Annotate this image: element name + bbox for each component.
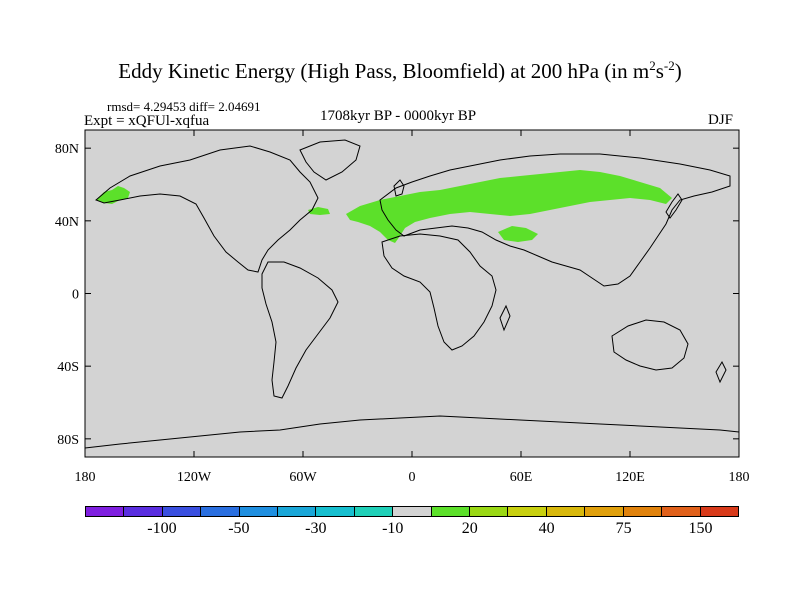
colorbar-swatch [124,507,163,516]
lat-label: 80N [55,142,79,157]
coastline-antarctica [84,415,740,449]
season-label: DJF [708,112,734,128]
coastline-australia [611,319,689,371]
lat-label: 40N [55,215,79,230]
colorbar-swatch [278,507,317,516]
colorbar-label: 40 [538,520,555,537]
coastline-greenland [299,139,361,181]
coastline-uk [393,179,405,197]
anomaly-patch-middle-east [498,226,538,242]
colorbar-label: -10 [382,520,404,537]
longitude-ticks: 180 120W 60W 0 60E 120E 180 [75,130,750,485]
colorbar-swatch [585,507,624,516]
colorbar-label: 150 [688,520,713,537]
lat-label: 80S [57,433,79,448]
coastline-north-america [95,145,319,273]
lat-label: 40S [57,360,79,375]
latitude-ticks: 80N 40N 0 40S 80S [55,142,739,448]
colorbar [85,506,739,517]
colorbar-swatch [201,507,240,516]
coastlines [84,139,740,449]
colorbar-swatch [508,507,547,516]
colorbar-swatch [662,507,701,516]
time-period-label: 1708kyr BP - 0000kyr BP [320,108,477,124]
colorbar-swatch [239,507,279,516]
coastline-south-america [261,261,339,399]
colorbar-swatch [316,507,355,516]
colorbar-label: -30 [305,520,327,537]
colorbar-swatch [700,507,738,516]
colorbar-swatch [623,507,663,516]
coastline-new-zealand [715,360,727,384]
colorbar-swatch [354,507,394,516]
lon-label: 120W [177,470,212,485]
lon-label: 120E [615,470,645,485]
colorbar-label: -100 [147,520,177,537]
lon-label: 180 [75,470,96,485]
anomaly-patch-eurasia [346,170,672,243]
colorbar-swatch [86,507,125,516]
lon-label: 0 [409,470,416,485]
coastline-europe-asia [379,153,731,287]
colorbar-label: 75 [615,520,632,537]
rmsd-diff-stats: rmsd= 4.29453 diff= 2.04691 [107,99,261,114]
coastline-japan [665,193,683,219]
colorbar-swatch [546,507,586,516]
anomaly-patch-nw-atlantic [308,207,330,215]
coastline-madagascar [499,304,511,332]
plot-title: Eddy Kinetic Energy (High Pass, Bloomfie… [118,58,682,83]
colorbar-label: 20 [461,520,478,537]
colorbar-swatch [431,507,471,516]
lon-label: 60E [510,470,533,485]
colorbar-swatch [470,507,509,516]
coastline-africa [381,233,497,351]
experiment-label: Expt = xQFUl-xqfua [84,113,210,129]
colorbar-swatch [162,507,202,516]
lon-label: 180 [729,470,750,485]
lat-label: 0 [72,288,79,303]
map-background [85,130,739,457]
colorbar-swatch [393,507,432,516]
colorbar-label: -50 [228,520,250,537]
lon-label: 60W [289,470,317,485]
